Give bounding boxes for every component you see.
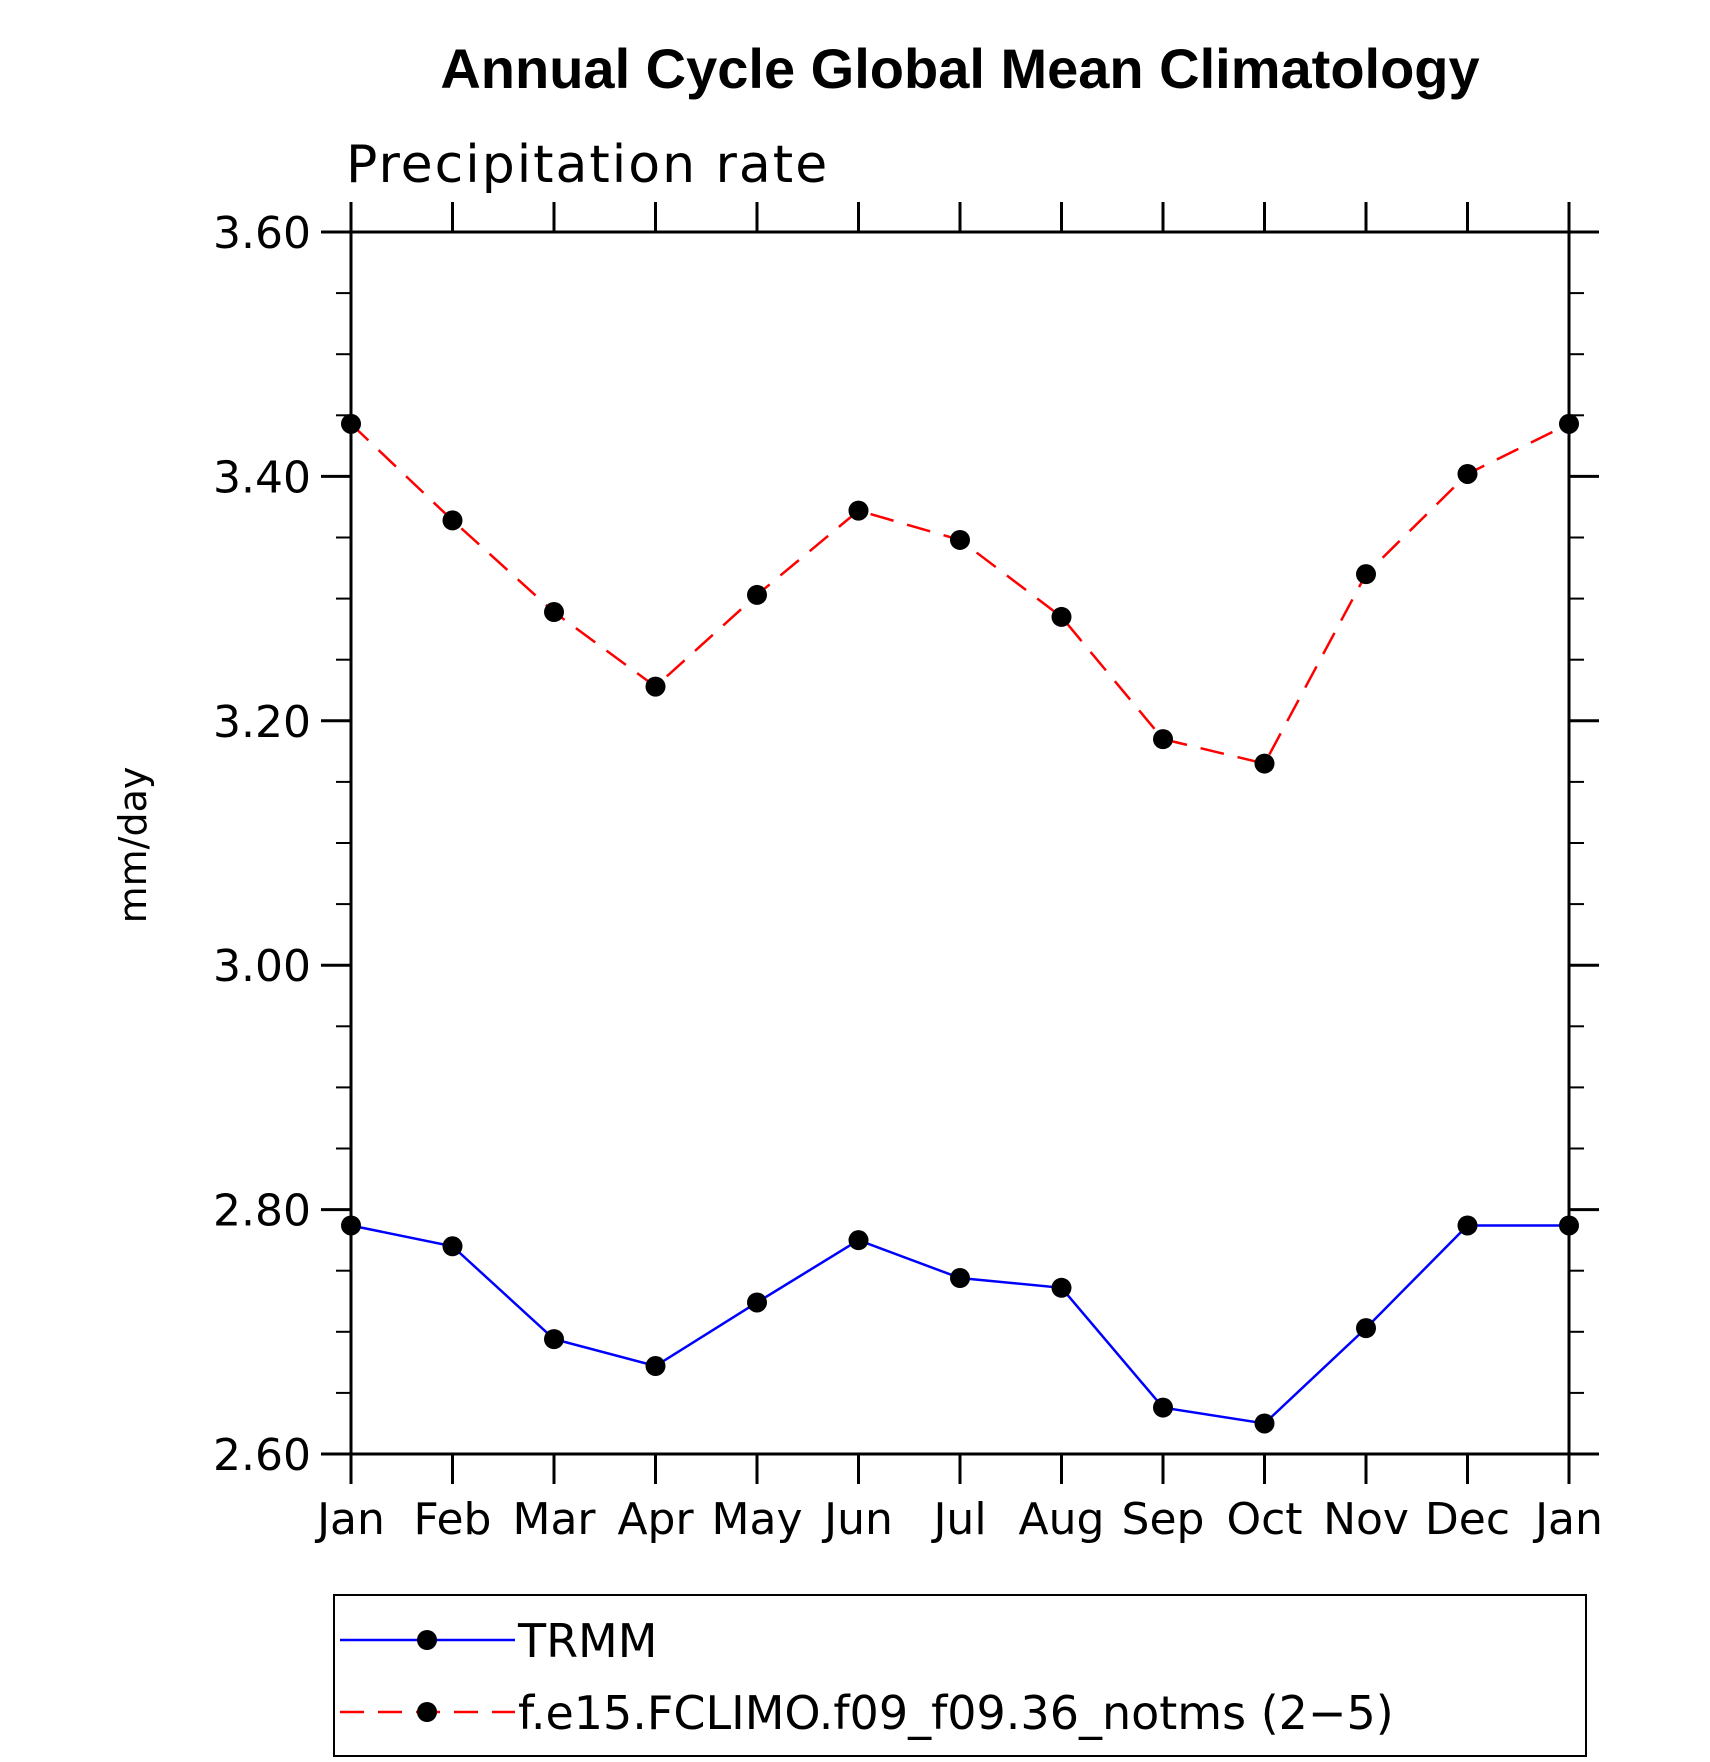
legend-marker [417,1630,437,1650]
data-point [1356,564,1376,585]
y-tick-label: 3.20 [213,697,311,748]
y-tick-label: 3.00 [213,941,311,992]
chart-subtitle: Precipitation rate [346,135,829,195]
x-tick-labels: Jan Feb Mar Apr May Jun Jul Aug Sep Oct Nov Dec Jan [314,1494,1603,1545]
y-tick-labels: 2.60 2.80 3.00 3.20 3.40 3.60 [213,208,311,1481]
x-tick-label: Sep [1122,1494,1205,1545]
x-tick-label: Jan [314,1494,385,1545]
data-point [1559,413,1579,434]
data-point [1457,463,1478,484]
data-point [950,529,970,550]
data-point [1153,1397,1173,1418]
data-point [1051,606,1072,627]
legend-marker [417,1702,437,1722]
data-point [1254,753,1275,774]
data-point [747,584,767,605]
data-point [442,510,463,531]
data-point [1356,1318,1376,1339]
data-point [442,1236,463,1257]
data-point [1457,1215,1478,1236]
legend-entries: TRMM f.e15.FCLIMO.f09_f09.36_notms (2−5) [340,1614,1394,1740]
axis-ticks [321,202,1599,1484]
legend: TRMM f.e15.FCLIMO.f09_f09.36_notms (2−5) [333,1594,1587,1757]
data-point [645,1356,666,1377]
x-tick-label: Nov [1323,1494,1409,1545]
chart-title: Annual Cycle Global Mean Climatology [440,37,1479,100]
x-tick-label: Mar [512,1494,596,1545]
series-line-0 [350,1224,1569,1425]
data-point [544,602,564,623]
data-point [848,1230,869,1251]
legend-box [333,1594,1587,1757]
data-point [1051,1277,1072,1298]
data-point [848,500,869,521]
data-point [1559,1215,1579,1236]
y-tick-label: 2.80 [213,1186,311,1237]
data-point [747,1292,767,1313]
plot-frame [349,230,1571,1456]
x-tick-label: Dec [1425,1494,1510,1545]
y-tick-label: 3.40 [213,452,311,503]
y-tick-label: 3.60 [213,208,311,259]
y-axis-label: mm/day [111,767,155,924]
x-tick-label: Aug [1019,1494,1105,1545]
series-markers [341,413,1579,1434]
x-tick-label: Jun [821,1494,893,1545]
data-point [544,1329,564,1350]
x-tick-label: Oct [1226,1494,1302,1545]
x-tick-label: Jan [1532,1494,1603,1545]
data-point [645,676,666,697]
x-tick-label: Jul [930,1494,986,1545]
data-point [950,1268,970,1289]
legend-label: TRMM [517,1614,657,1668]
x-tick-label: May [712,1494,803,1545]
y-tick-label: 2.60 [213,1430,311,1481]
legend-label: f.e15.FCLIMO.f09_f09.36_notms (2−5) [518,1686,1394,1740]
data-point [1153,729,1173,750]
data-point [1254,1413,1275,1434]
x-tick-label: Apr [617,1494,694,1545]
data-point [341,413,361,434]
data-point [341,1215,361,1236]
series-line-1 [350,422,1570,766]
x-tick-label: Feb [414,1494,492,1545]
